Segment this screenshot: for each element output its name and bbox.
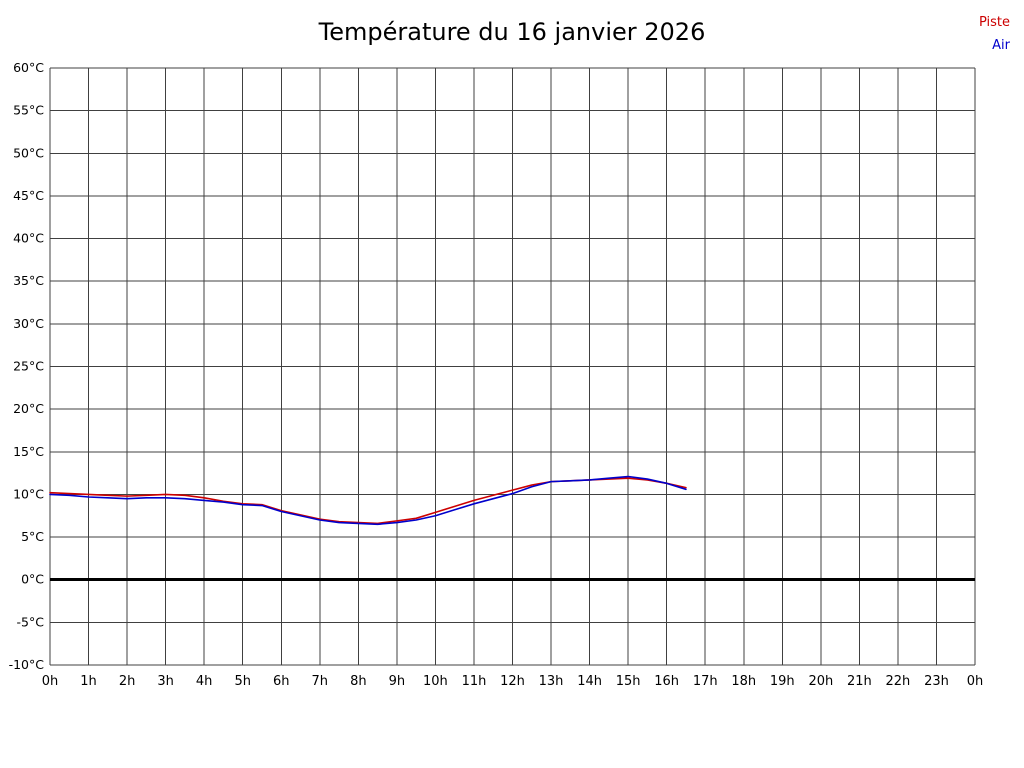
y-tick-label: 40°C — [13, 231, 44, 246]
x-tick-label: 22h — [886, 674, 911, 689]
y-tick-label: -5°C — [17, 614, 45, 629]
x-tick-label: 9h — [389, 674, 406, 689]
y-tick-label: 15°C — [13, 444, 44, 459]
y-tick-label: 60°C — [13, 60, 44, 75]
x-tick-label: 15h — [616, 674, 641, 689]
x-tick-label: 3h — [157, 674, 174, 689]
y-tick-label: 10°C — [13, 486, 44, 501]
x-tick-label: 7h — [312, 674, 329, 689]
y-tick-label: 50°C — [13, 145, 44, 160]
x-tick-label: 0h — [42, 674, 59, 689]
x-tick-label: 21h — [847, 674, 872, 689]
y-tick-label: 5°C — [21, 529, 44, 544]
x-tick-label: 5h — [234, 674, 251, 689]
x-tick-label: 1h — [80, 674, 97, 689]
x-tick-label: 4h — [196, 674, 213, 689]
x-tick-label: 19h — [770, 674, 795, 689]
x-tick-label: 13h — [539, 674, 564, 689]
legend: Piste Air — [979, 12, 1010, 58]
x-tick-label: 14h — [577, 674, 602, 689]
x-tick-label: 0h — [967, 674, 984, 689]
legend-item-air: Air — [992, 37, 1010, 53]
x-tick-label: 18h — [731, 674, 756, 689]
y-tick-label: 35°C — [13, 273, 44, 288]
y-tick-label: 30°C — [13, 316, 44, 331]
x-tick-label: 8h — [350, 674, 367, 689]
x-tick-label: 20h — [808, 674, 833, 689]
y-tick-label: 20°C — [13, 401, 44, 416]
series-line-piste — [49, 477, 687, 525]
x-tick-label: 12h — [500, 674, 525, 689]
x-tick-label: 10h — [423, 674, 448, 689]
y-tick-label: 0°C — [21, 572, 44, 587]
x-tick-label: 11h — [462, 674, 487, 689]
chart-title: Température du 16 janvier 2026 — [318, 18, 706, 46]
y-tick-label: -10°C — [9, 657, 45, 672]
x-tick-label: 16h — [654, 674, 679, 689]
x-tick-label: 6h — [273, 674, 290, 689]
x-tick-label: 2h — [119, 674, 136, 689]
legend-item-piste: Piste — [978, 15, 1010, 30]
y-tick-label: 55°C — [13, 103, 44, 118]
y-tick-label: 25°C — [13, 359, 44, 374]
x-tick-label: 17h — [693, 674, 718, 689]
y-tick-label: 45°C — [13, 188, 44, 203]
x-tick-label: 23h — [924, 674, 949, 689]
series-line-air — [49, 475, 687, 526]
